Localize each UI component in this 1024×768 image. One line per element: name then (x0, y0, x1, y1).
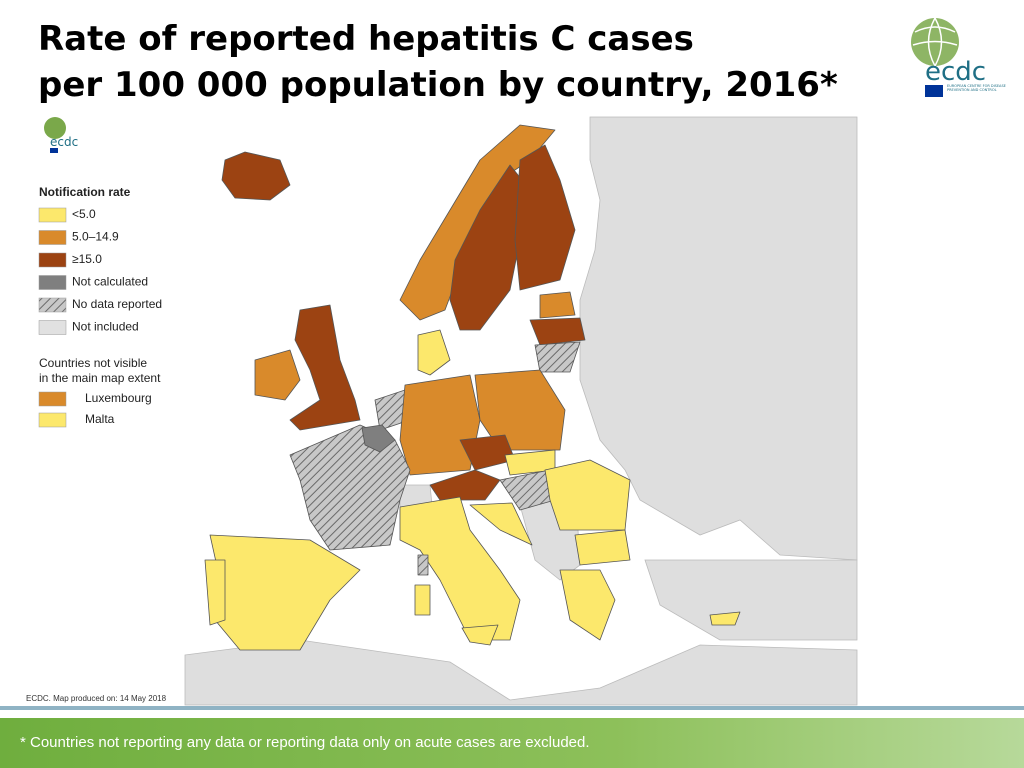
country (417, 329, 451, 376)
country (417, 554, 429, 576)
footnote: * Countries not reporting any data or re… (20, 734, 590, 751)
legend-label: Luxembourg (85, 391, 152, 405)
legend-swatch (38, 320, 67, 335)
inset-title: Countries not visible (39, 356, 147, 370)
country (204, 559, 226, 626)
land-not-included (184, 639, 858, 706)
divider (0, 706, 1024, 710)
legend-label: ≥15.0 (72, 252, 102, 266)
legend-swatch (38, 275, 67, 290)
country (254, 349, 301, 401)
country (469, 502, 533, 546)
legend-label: No data reported (72, 297, 162, 311)
map (184, 116, 858, 706)
country (534, 341, 581, 373)
country (559, 569, 616, 641)
country (289, 304, 361, 431)
country (429, 469, 501, 501)
legend-label: <5.0 (72, 207, 96, 221)
legend-swatch (38, 230, 67, 245)
country (221, 151, 291, 201)
legend-title: Notification rate (39, 185, 131, 199)
country (709, 611, 741, 626)
country (414, 584, 431, 616)
legend-label: Not included (72, 320, 139, 334)
land-not-included (579, 116, 858, 561)
map-logo-name: ecdc (50, 135, 78, 149)
legend-swatch (38, 297, 67, 313)
title-line: Rate of reported hepatitis C cases (38, 19, 694, 59)
legend-label: Not calculated (72, 275, 148, 289)
map-credit: ECDC. Map produced on: 14 May 2018 (26, 694, 167, 703)
country (474, 369, 566, 451)
country (399, 496, 521, 641)
legend-swatch (38, 391, 67, 407)
country (514, 144, 576, 291)
footer-band (0, 718, 1024, 768)
legend-label: 5.0–14.9 (72, 230, 119, 244)
logo-subtitle: EUROPEAN CENTRE FOR DISEASE PREVENTION A… (947, 84, 1006, 92)
country (399, 374, 481, 476)
logo: ecdc EUROPEAN CENTRE FOR DISEASE PREVENT… (911, 17, 1006, 97)
legend-swatch (38, 252, 67, 268)
country (461, 624, 499, 646)
country (529, 317, 586, 346)
legend-swatch (38, 412, 67, 428)
legend: Notification rate Countries not visible … (38, 185, 162, 428)
country (574, 529, 631, 566)
legend-swatch (38, 207, 67, 223)
legend-label: Malta (85, 412, 115, 426)
country (539, 291, 576, 319)
logo-name: ecdc (925, 57, 986, 87)
inset-title: in the main map extent (39, 371, 161, 385)
land-not-included (644, 559, 858, 641)
map-logo: ecdc (44, 117, 78, 153)
title-line: per 100 000 population by country, 2016* (38, 65, 838, 105)
country (361, 424, 396, 453)
